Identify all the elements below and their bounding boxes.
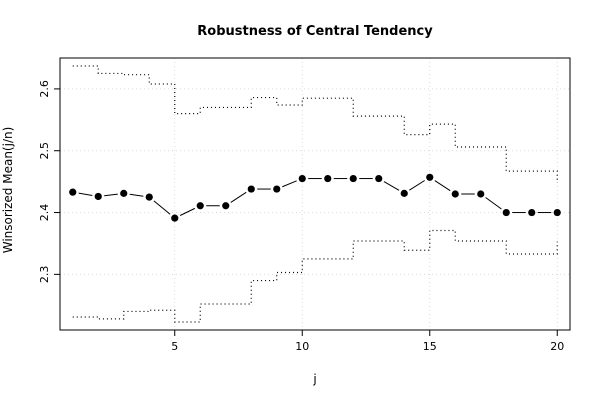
mean-line-segment (282, 180, 297, 188)
mean-line-segment (434, 180, 451, 192)
mean-point (94, 192, 102, 201)
y-tick-label: 2.6 (38, 80, 51, 98)
mean-point (528, 208, 536, 217)
mean-point (553, 208, 561, 217)
mean-line-segment (129, 193, 144, 197)
mean-point (298, 174, 306, 183)
y-tick-label: 2.5 (38, 142, 51, 160)
x-tick-label: 5 (171, 340, 178, 353)
axes: 5 10 15 20 2.3 2.4 2.5 2.6 (38, 80, 564, 353)
mean-point (171, 214, 179, 222)
mean-point (375, 174, 383, 183)
mean-point (400, 189, 408, 197)
y-tick-label: 2.4 (38, 204, 51, 222)
grid-lines (60, 58, 570, 330)
series-layer (69, 65, 561, 323)
x-tick-label: 20 (550, 340, 564, 353)
chart-title: Robustness of Central Tendency (197, 24, 433, 39)
mean-point (426, 173, 434, 181)
mean-point (273, 185, 281, 193)
mean-point (145, 193, 153, 201)
mean-point (477, 190, 485, 198)
x-axis-label: j (312, 372, 316, 386)
mean-point (502, 208, 510, 217)
mean-point (196, 202, 204, 210)
mean-point (69, 188, 77, 196)
mean-line-segment (153, 200, 171, 215)
mean-line-segment (179, 207, 196, 216)
x-tick-label: 15 (423, 340, 437, 353)
mean-point (247, 185, 255, 193)
plot-frame (59, 57, 571, 331)
mean-line-segment (485, 197, 502, 210)
mean-line-segment (78, 192, 93, 196)
mean-line-segment (230, 191, 247, 203)
mean-line-segment (383, 181, 400, 191)
mean-point (120, 189, 128, 197)
y-tick-label: 2.3 (38, 266, 51, 284)
y-axis-label: Winsorized Mean(j/n) (1, 127, 15, 254)
lower-bound-line (72, 229, 558, 323)
mean-point (222, 202, 230, 210)
mean-line-segment (104, 193, 118, 197)
x-tick-label: 10 (295, 340, 309, 353)
mean-point (451, 190, 459, 198)
mean-point (349, 174, 357, 183)
upper-bound-line (72, 65, 558, 183)
mean-line-segment (409, 180, 425, 191)
mean-point (324, 174, 332, 183)
